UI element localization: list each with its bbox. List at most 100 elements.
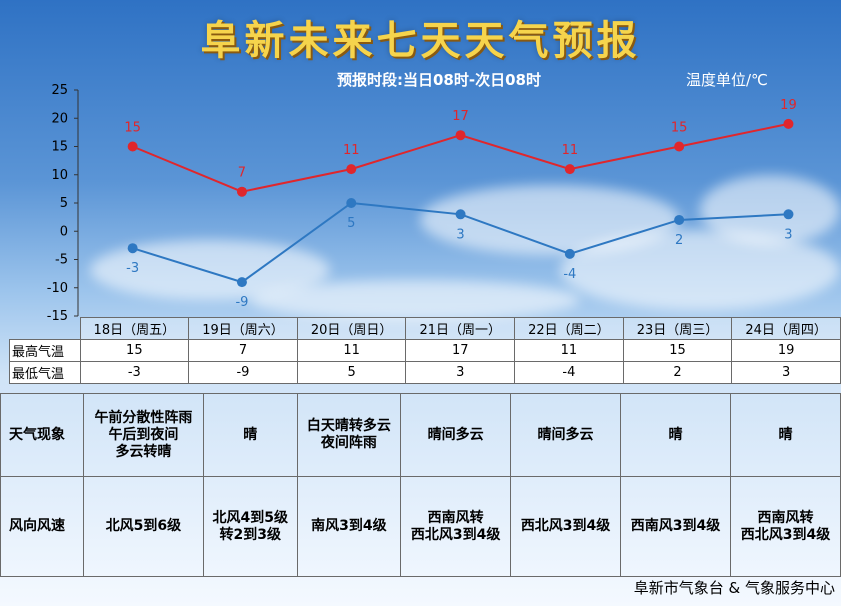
wind-cell: 西南风3到4级 bbox=[620, 476, 731, 577]
cloud-decoration bbox=[250, 280, 580, 320]
data-label-high: 7 bbox=[238, 166, 246, 181]
high-temp-label: 最高气温 bbox=[9, 339, 81, 362]
wind-line: 转2到3级 bbox=[219, 526, 281, 543]
weather-line: 晴 bbox=[243, 426, 258, 443]
cloud-decoration bbox=[700, 175, 840, 245]
weather-line: 晴 bbox=[778, 426, 793, 443]
weather-row: 天气现象 午前分散性阵雨 午后到夜间 多云转晴 晴 白天晴转多云 夜间阵雨 晴间多云 … bbox=[0, 393, 841, 477]
data-point-low bbox=[455, 209, 466, 220]
date-cell: 18日（周五） bbox=[79, 317, 190, 340]
data-label-high: 17 bbox=[452, 109, 469, 124]
low-temp-cell: 3 bbox=[731, 361, 841, 384]
data-label-low: 5 bbox=[347, 216, 355, 231]
high-temp-cell: 7 bbox=[188, 339, 298, 362]
high-temp-cell: 17 bbox=[405, 339, 516, 362]
data-point-low bbox=[346, 198, 357, 208]
y-tick-label: 15 bbox=[51, 140, 68, 155]
low-temp-cell: -4 bbox=[514, 361, 624, 384]
data-point-low bbox=[564, 248, 575, 259]
data-label-low: 3 bbox=[456, 227, 464, 242]
data-point-low bbox=[674, 214, 685, 225]
y-tick-label: -15 bbox=[47, 309, 68, 320]
weather-label: 天气现象 bbox=[0, 393, 84, 477]
temperature-unit: 温度单位/℃ bbox=[686, 71, 768, 89]
wind-line: 北风4到5级 bbox=[212, 509, 288, 526]
data-point-high bbox=[346, 164, 357, 175]
wind-line: 南风3到4级 bbox=[311, 518, 387, 534]
temperature-table: 18日（周五） 19日（周六） 20日（周日） 21日（周一） 22日（周二） … bbox=[9, 317, 841, 384]
date-cell: 21日（周一） bbox=[405, 317, 516, 340]
low-temp-cell: 3 bbox=[405, 361, 516, 384]
forecast-period: 预报时段:当日08时-次日08时 bbox=[337, 71, 541, 89]
weather-cell: 午前分散性阵雨 午后到夜间 多云转晴 bbox=[83, 393, 204, 477]
wind-label: 风向风速 bbox=[0, 476, 84, 577]
data-label-high: 15 bbox=[124, 121, 141, 136]
low-temp-cell: 5 bbox=[296, 361, 407, 384]
weather-line: 晴间多云 bbox=[537, 426, 594, 443]
wind-cell: 北风5到6级 bbox=[83, 476, 204, 577]
footer-credit: 阜新市气象台 & 气象服务中心 bbox=[633, 579, 835, 597]
weather-line: 午后到夜间 bbox=[108, 426, 179, 443]
data-point-high bbox=[455, 130, 466, 141]
data-point-high bbox=[564, 164, 575, 175]
wind-cell: 西南风转 西北风3到4级 bbox=[729, 476, 841, 577]
date-cell: 20日（周日） bbox=[296, 317, 407, 340]
y-tick-label: 25 bbox=[51, 83, 68, 98]
data-point-high bbox=[674, 141, 685, 152]
y-tick-label: 10 bbox=[51, 168, 68, 183]
wind-cell: 北风4到5级 转2到3级 bbox=[202, 476, 298, 577]
wind-line: 西北风3到4级 bbox=[520, 518, 611, 534]
weather-line: 晴 bbox=[668, 426, 683, 443]
wind-cell: 西南风转 西北风3到4级 bbox=[400, 476, 512, 577]
wind-line: 西南风转 bbox=[757, 509, 814, 526]
y-tick-label: -5 bbox=[55, 253, 68, 268]
low-temp-cell: -3 bbox=[79, 361, 190, 384]
wind-line: 西南风3到4级 bbox=[630, 518, 721, 534]
weather-cell: 晴 bbox=[729, 393, 841, 477]
high-temp-cell: 15 bbox=[79, 339, 190, 362]
data-point-low bbox=[127, 243, 138, 254]
wind-line: 西北风3到4级 bbox=[410, 526, 501, 543]
date-cell: 22日（周二） bbox=[514, 317, 624, 340]
wind-line: 北风5到6级 bbox=[105, 518, 182, 534]
high-temp-cell: 19 bbox=[731, 339, 841, 362]
weather-cell: 晴间多云 bbox=[400, 393, 512, 477]
wind-line: 西北风3到4级 bbox=[740, 526, 831, 543]
low-temp-cell: 2 bbox=[622, 361, 733, 384]
data-label-high: 11 bbox=[562, 143, 579, 158]
low-temp-label: 最低气温 bbox=[9, 361, 81, 384]
weather-cell: 晴间多云 bbox=[510, 393, 622, 477]
data-label-low: -3 bbox=[126, 261, 139, 276]
date-header-corner bbox=[9, 317, 81, 340]
data-label-low: 3 bbox=[784, 227, 792, 242]
page-title: 阜新未来七天天气预报 bbox=[200, 18, 641, 64]
high-temp-cell: 11 bbox=[296, 339, 407, 362]
high-temp-row: 最高气温 15 7 11 17 11 15 19 bbox=[9, 339, 841, 362]
data-point-high bbox=[783, 118, 794, 129]
weather-line: 多云转晴 bbox=[115, 443, 172, 460]
wind-cell: 西北风3到4级 bbox=[510, 476, 622, 577]
date-cell: 23日（周三） bbox=[622, 317, 733, 340]
temperature-chart: 25 20 15 10 5 0 -5 -10 -15 15 7 11 17 11 15 19 -3 -9 5 3 -4 2… bbox=[47, 83, 797, 320]
wind-line: 西南风转 bbox=[427, 509, 484, 526]
weather-cell: 晴 bbox=[620, 393, 731, 477]
date-cell: 19日（周六） bbox=[188, 317, 298, 340]
weather-line: 白天晴转多云 bbox=[306, 418, 391, 434]
y-tick-label: -10 bbox=[47, 281, 68, 296]
data-label-high: 15 bbox=[671, 121, 688, 136]
weather-cell: 晴 bbox=[202, 393, 298, 477]
data-label-low: -4 bbox=[563, 267, 576, 282]
weather-line: 晴间多云 bbox=[427, 426, 484, 443]
date-cell: 24日（周四） bbox=[731, 317, 841, 340]
data-label-low: -9 bbox=[235, 295, 248, 310]
weather-line: 夜间阵雨 bbox=[320, 435, 377, 451]
data-point-low bbox=[236, 277, 247, 288]
data-label-low: 2 bbox=[675, 233, 683, 248]
weather-cell: 白天晴转多云 夜间阵雨 bbox=[296, 393, 402, 477]
low-temp-row: 最低气温 -3 -9 5 3 -4 2 3 bbox=[9, 361, 841, 384]
weather-table: 天气现象 午前分散性阵雨 午后到夜间 多云转晴 晴 白天晴转多云 夜间阵雨 晴间多云 … bbox=[0, 393, 841, 577]
weather-line: 午前分散性阵雨 bbox=[94, 409, 193, 426]
data-point-high bbox=[127, 141, 138, 152]
data-point-high bbox=[236, 186, 247, 197]
